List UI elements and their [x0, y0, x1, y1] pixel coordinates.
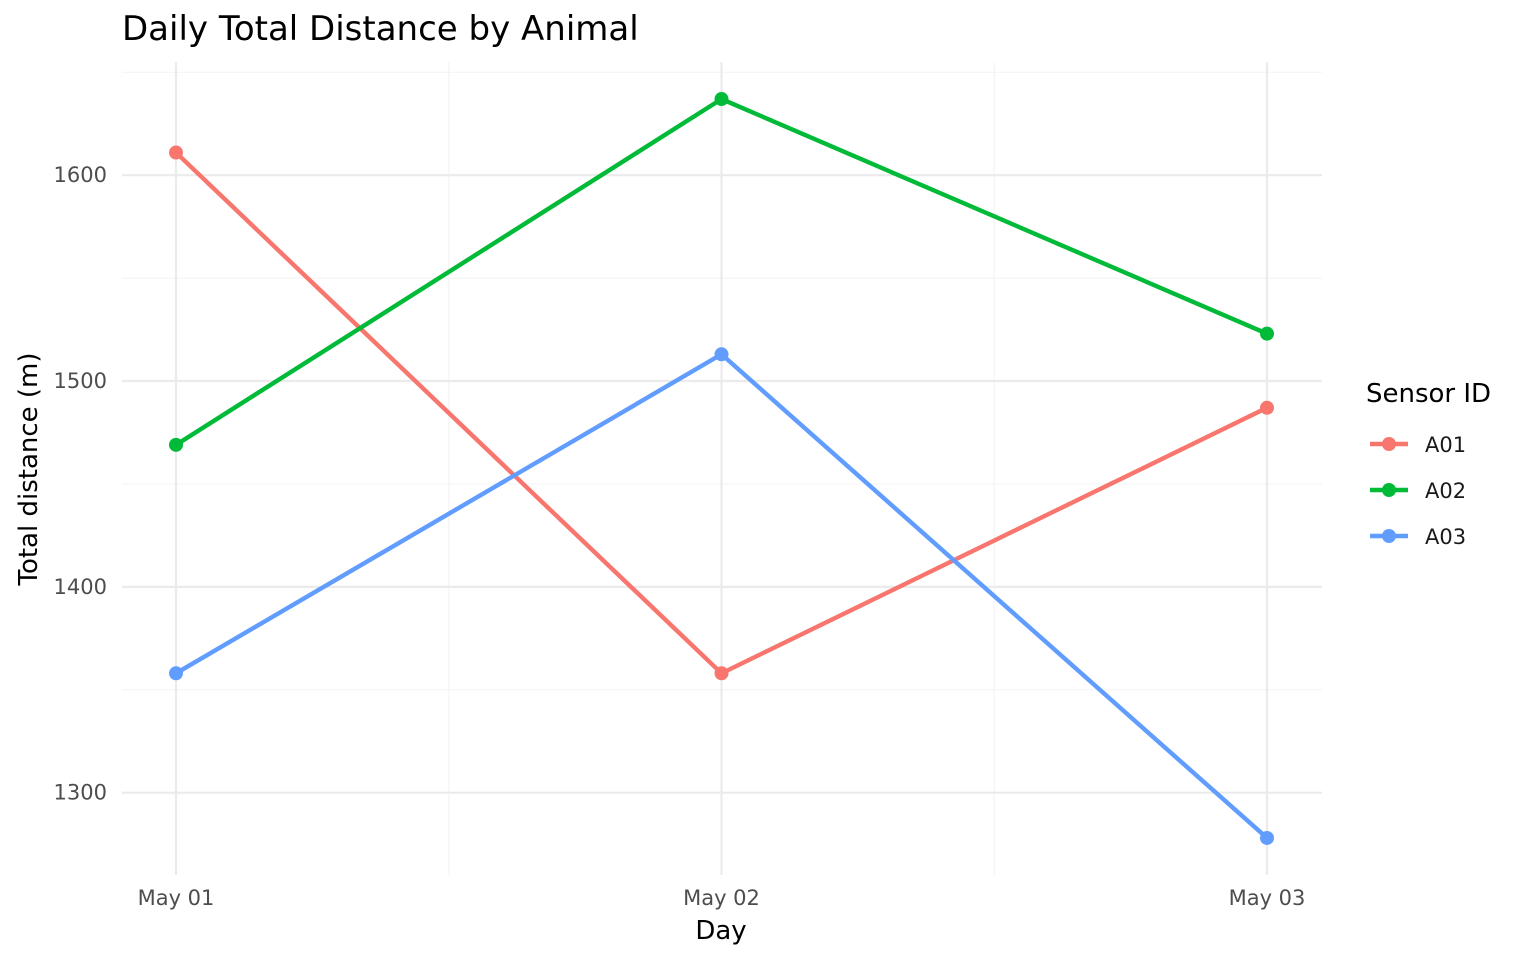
y-tick-label: 1400	[54, 575, 107, 599]
data-point-a01	[1260, 400, 1274, 415]
legend-key-point	[1382, 437, 1396, 451]
legend-label: A02	[1425, 479, 1466, 503]
x-axis-title: Day	[695, 916, 746, 946]
y-axis-title: Total distance (m)	[14, 352, 44, 586]
grid-lines	[122, 62, 1322, 875]
x-tick-label: May 01	[138, 886, 215, 910]
data-points	[169, 92, 1274, 845]
data-point-a02	[1260, 326, 1274, 341]
legend-items: A01 A02 A03	[1370, 433, 1466, 549]
legend: Sensor ID A01 A02 A03	[1366, 379, 1491, 549]
legend-key-point	[1382, 529, 1396, 543]
data-point-a03	[714, 347, 729, 362]
y-tick-label: 1600	[54, 163, 107, 187]
chart-title: Daily Total Distance by Animal	[122, 9, 639, 49]
legend-item-a03: A03	[1370, 525, 1466, 549]
legend-title: Sensor ID	[1366, 379, 1491, 409]
y-tick-label: 1300	[54, 781, 107, 805]
data-point-a03	[169, 666, 183, 681]
tick-labels: 1300 1400 1500 1600 May 01 May 02 May 03	[54, 163, 1306, 910]
data-point-a02	[169, 437, 183, 452]
legend-label: A03	[1425, 525, 1466, 549]
x-tick-label: May 03	[1229, 886, 1306, 910]
data-point-a03	[1260, 830, 1274, 845]
x-tick-label: May 02	[683, 886, 760, 910]
legend-key-point	[1382, 483, 1396, 497]
data-point-a02	[714, 92, 729, 107]
data-point-a01	[169, 145, 183, 160]
data-point-a01	[714, 666, 729, 681]
legend-item-a01: A01	[1370, 433, 1466, 457]
legend-item-a02: A02	[1370, 479, 1466, 503]
legend-label: A01	[1425, 433, 1466, 457]
y-tick-label: 1500	[54, 369, 107, 393]
